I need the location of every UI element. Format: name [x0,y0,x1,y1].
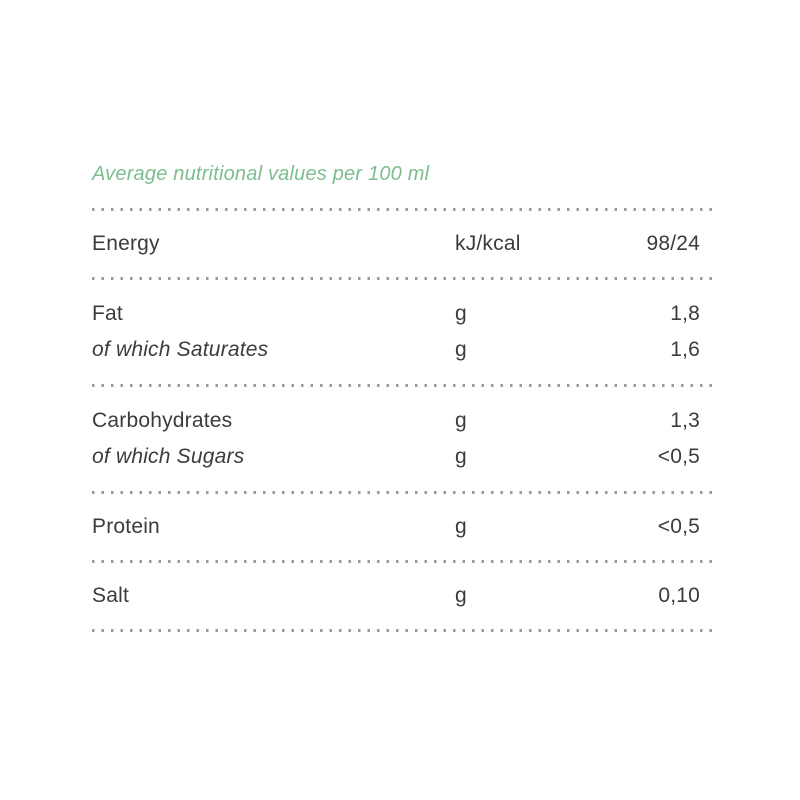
row-value: 1,3 [670,409,700,432]
row-label: Salt [92,584,129,607]
table-title: Average nutritional values per 100 ml [92,163,430,185]
table-row: Protein g <0,5 [92,509,715,545]
table-group-carbohydrates: Carbohydrates g 1,3 of which Sugars g <0… [92,387,715,491]
row-value: 1,6 [670,338,700,361]
row-label: Fat [92,302,123,325]
nutrition-table: Average nutritional values per 100 ml En… [92,160,715,632]
row-value: <0,5 [657,515,700,538]
row-label: Carbohydrates [92,409,233,432]
table-group-fat: Fat g 1,8 of which Saturates g 1,6 [92,280,715,384]
dotted-divider [92,208,715,211]
dotted-divider [92,629,715,632]
dotted-divider [92,560,715,563]
row-label: of which Sugars [92,445,245,468]
row-value: <0,5 [657,445,700,468]
dotted-divider [92,277,715,280]
dotted-divider [92,491,715,494]
row-unit: g [455,302,467,325]
row-label: Energy [92,232,160,255]
table-row: Fat g 1,8 [92,296,715,332]
row-unit: g [455,584,467,607]
row-value: 98/24 [646,232,700,255]
table-group-energy: Energy kJ/kcal 98/24 [92,211,715,277]
row-label: Protein [92,515,160,538]
row-unit: g [455,409,467,432]
table-group-salt: Salt g 0,10 [92,563,715,629]
row-unit: g [455,338,467,361]
table-row: of which Saturates g 1,6 [92,332,715,368]
row-unit: g [455,445,467,468]
table-row: Salt g 0,10 [92,578,715,614]
table-row: of which Sugars g <0,5 [92,439,715,475]
table-row: Energy kJ/kcal 98/24 [92,226,715,262]
row-label: of which Saturates [92,338,269,361]
table-group-protein: Protein g <0,5 [92,494,715,560]
dotted-divider [92,384,715,387]
row-unit: kJ/kcal [455,232,521,255]
table-row: Carbohydrates g 1,3 [92,403,715,439]
row-unit: g [455,515,467,538]
row-value: 0,10 [658,584,700,607]
row-value: 1,8 [670,302,700,325]
